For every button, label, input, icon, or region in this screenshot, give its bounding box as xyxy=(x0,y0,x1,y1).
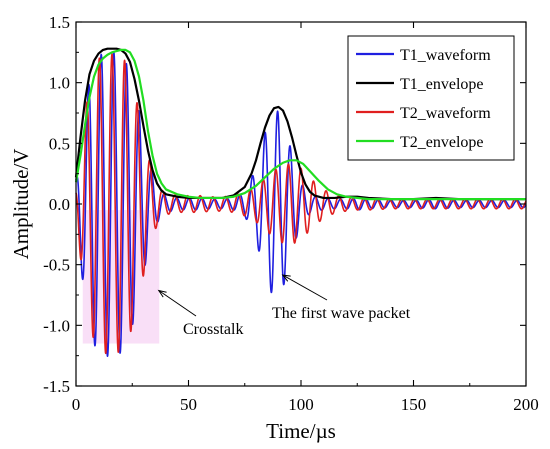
annotation-first-wave-packet: The first wave packet xyxy=(272,305,411,322)
axis-layer: 0 50 100 150 200 -1.5 -1.0 -0.5 0.0 0.5 1.0 1.5 xyxy=(43,13,539,414)
x-tick-label: 150 xyxy=(401,395,427,414)
y-axis-label: Amplitude/V xyxy=(9,149,33,260)
legend-box xyxy=(347,35,515,161)
series-layer xyxy=(74,47,527,357)
series-line-t2-envelope xyxy=(74,48,526,201)
legend-label: T2_envelope xyxy=(400,134,484,151)
legend-label: T2_waveform xyxy=(400,105,491,122)
y-tick-label: 0.5 xyxy=(49,134,70,153)
annotation-crosstalk: Crosstalk xyxy=(183,321,243,338)
annotation-arrow-first-wave-packet xyxy=(282,274,328,301)
x-tick-label: 100 xyxy=(288,395,314,414)
y-tick-label: -1.0 xyxy=(43,316,70,335)
annotation-arrow-first-wave-packet-head xyxy=(281,274,291,282)
y-tick-label: 0.0 xyxy=(49,195,70,214)
legend: T1_waveform T1_envelope T2_waveform T2_enve… xyxy=(347,35,515,161)
legend-label: T1_envelope xyxy=(400,76,484,93)
annotation-arrow-crosstalk-head xyxy=(157,289,167,298)
x-tick-label: 0 xyxy=(72,395,81,414)
y-tick-label: 1.0 xyxy=(49,74,70,93)
annotation-arrow-crosstalk xyxy=(158,290,197,317)
x-tick-label: 200 xyxy=(513,395,539,414)
legend-label: T1_waveform xyxy=(400,47,491,64)
y-tick-label: 1.5 xyxy=(49,13,70,32)
y-tick-label: -0.5 xyxy=(43,256,70,275)
x-tick-label: 50 xyxy=(180,395,197,414)
y-tick-label: -1.5 xyxy=(43,377,70,396)
annotation-layer: Crosstalk The first wave packet xyxy=(157,274,411,338)
x-axis-label: Time/µs xyxy=(266,419,336,443)
